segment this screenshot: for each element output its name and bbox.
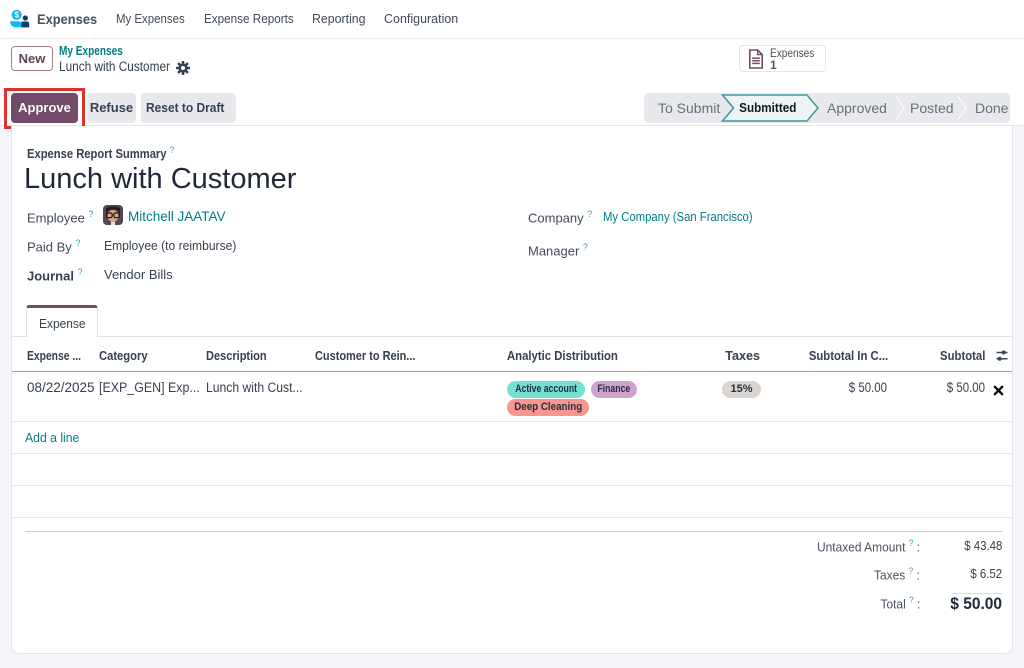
svg-text:$: $ (14, 11, 19, 20)
